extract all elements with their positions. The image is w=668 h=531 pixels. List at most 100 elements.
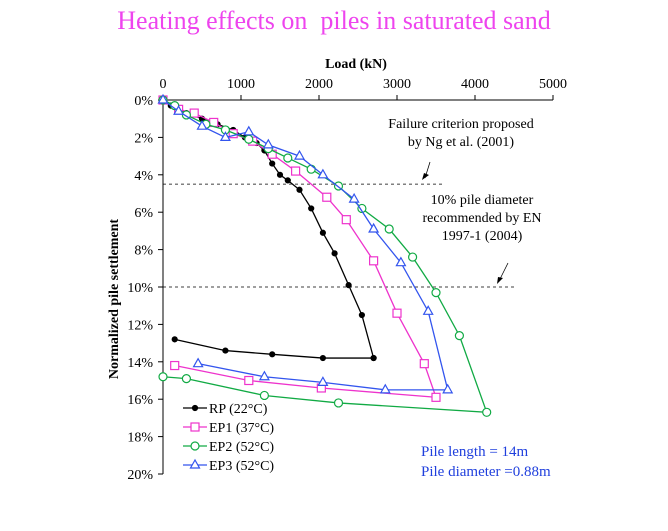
y-tick-label: 10%	[127, 281, 153, 296]
annotation-pile-diameter: recommended by EN	[423, 211, 542, 226]
data-point	[283, 153, 293, 163]
pile-info-text: Pile length = 14m	[421, 444, 529, 460]
data-point	[244, 134, 254, 144]
annotation-arrowhead	[422, 173, 429, 180]
data-point	[322, 192, 332, 202]
annotation-failure-criterion: Failure criterion proposed	[388, 117, 533, 132]
y-tick-label: 8%	[134, 244, 153, 259]
x-tick-label: 3000	[383, 77, 411, 92]
series-line	[162, 99, 437, 399]
data-point	[293, 149, 306, 160]
x-tick-label: 2000	[305, 77, 333, 92]
data-point	[158, 372, 168, 382]
data-point	[284, 177, 291, 184]
data-point	[262, 138, 274, 149]
data-point	[431, 392, 441, 402]
data-point	[244, 375, 254, 386]
data-point	[370, 354, 377, 362]
data-point	[196, 119, 208, 130]
x-tick-label: 5000	[539, 77, 567, 92]
data-point	[482, 407, 492, 417]
data-point	[408, 252, 418, 262]
series-2	[158, 95, 441, 402]
data-point	[422, 305, 434, 315]
annotation-failure-criterion: by Ng et al. (2001)	[408, 135, 514, 150]
axes: 0 1000 2000 3000 4000 5000 0% 2% 4% 6% 8% 10% 12% 14%…	[107, 57, 567, 483]
data-point	[357, 203, 367, 214]
data-point	[269, 160, 276, 167]
data-point	[379, 383, 391, 394]
annotation-pile-diameter: 1997-1 (2004)	[442, 229, 523, 244]
data-point	[296, 186, 303, 193]
data-point	[345, 282, 352, 289]
series-layer	[157, 93, 492, 417]
data-point	[319, 354, 326, 362]
data-point	[181, 374, 191, 384]
y-tick-label: 12%	[127, 318, 153, 333]
data-point	[258, 370, 270, 381]
data-point	[243, 125, 255, 136]
annotation-pile-diameter: 10% pile diameter	[431, 193, 534, 208]
y-tick-label: 4%	[134, 169, 153, 184]
data-point	[392, 308, 402, 318]
data-point	[384, 224, 394, 234]
data-point	[431, 288, 441, 298]
x-tick-label: 4000	[461, 77, 489, 92]
data-point	[419, 359, 429, 369]
legend-entry-1: RP (22°C)	[183, 402, 268, 417]
legend-entry-2: EP1 (37°C)	[183, 421, 274, 436]
y-tick-label: 14%	[127, 356, 153, 371]
data-point	[192, 357, 204, 368]
data-point	[190, 441, 200, 451]
x-axis-title: Load (kN)	[325, 57, 387, 72]
annotation-arrowhead	[497, 277, 503, 284]
legend-label: EP3 (52°C)	[209, 459, 274, 474]
data-point	[319, 229, 326, 236]
x-tick-label: 0	[160, 77, 167, 92]
y-tick-label: 18%	[127, 431, 153, 446]
y-tick-label: 16%	[127, 393, 153, 408]
y-axis-title: Normalized pile settlement	[107, 219, 122, 380]
legend-label: EP1 (37°C)	[209, 421, 274, 436]
data-point	[341, 215, 351, 225]
data-point	[170, 360, 180, 371]
data-point	[317, 376, 329, 386]
y-tick-label: 0%	[134, 94, 153, 109]
legend-label: RP (22°C)	[209, 402, 268, 417]
data-point	[269, 351, 276, 358]
data-point	[368, 222, 380, 233]
legend-entry-4: EP3 (52°C)	[183, 458, 274, 474]
legend-label: EP2 (52°C)	[209, 440, 274, 455]
data-point	[189, 108, 199, 118]
data-point	[190, 422, 200, 432]
data-point	[333, 398, 344, 408]
data-point	[306, 164, 316, 174]
series-4	[157, 93, 454, 394]
data-point	[173, 104, 185, 115]
series-1	[159, 96, 377, 362]
data-point	[454, 331, 464, 341]
data-point	[395, 256, 407, 267]
data-point	[358, 311, 365, 319]
legend: RP (22°C) EP1 (37°C) EP2 (52°C) EP3 (52°C)	[183, 402, 274, 474]
data-point	[308, 205, 315, 212]
data-point	[369, 256, 379, 266]
data-point	[157, 93, 169, 104]
data-point	[171, 336, 178, 343]
data-point	[442, 383, 454, 394]
annotations: Failure criterion proposed by Ng et al. (…	[388, 117, 551, 480]
data-point	[222, 347, 229, 354]
y-tick-label: 6%	[134, 206, 153, 221]
reference-lines	[163, 183, 514, 288]
data-point	[219, 131, 231, 141]
y-tick-label: 20%	[127, 468, 153, 483]
data-point	[331, 250, 338, 257]
data-point	[348, 192, 360, 203]
data-point	[276, 171, 284, 178]
data-point	[291, 166, 301, 176]
pile-info-text: Pile diameter =0.88m	[421, 464, 551, 480]
data-point	[259, 390, 269, 401]
data-point	[191, 404, 199, 412]
page-title: Heating effects on piles in saturated sa…	[117, 6, 551, 35]
